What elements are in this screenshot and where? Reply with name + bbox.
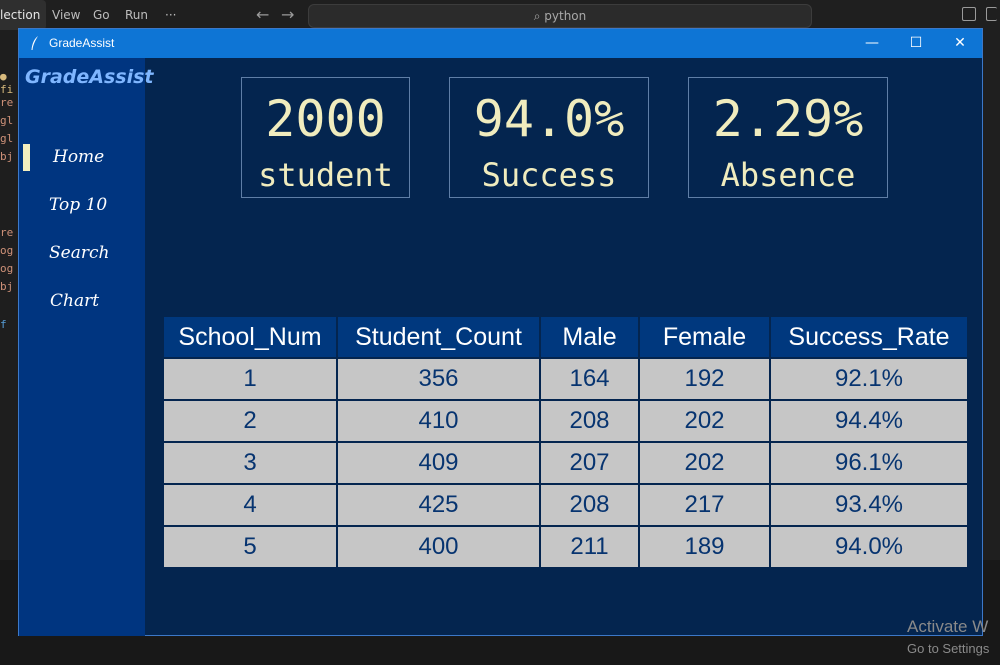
feather-icon [31, 36, 38, 50]
sidebar-item-home[interactable]: Home [19, 140, 145, 174]
column-header[interactable]: Female [638, 315, 771, 359]
table-cell: 94.0% [769, 525, 969, 569]
table-cell: 4 [162, 483, 338, 527]
table-cell: 3 [162, 441, 338, 485]
sidebar-item-chart[interactable]: Chart [19, 284, 145, 318]
table-cell: 2 [162, 399, 338, 443]
menu-selection[interactable]: lection [0, 0, 47, 30]
sidebar-item-label: Search [49, 243, 110, 263]
table-cell: 400 [336, 525, 541, 569]
table-cell: 208 [539, 399, 640, 443]
table-row[interactable]: 5 400 211 189 94.0% [162, 525, 969, 569]
stat-label: Absence [720, 156, 856, 194]
forward-arrow-icon[interactable]: → [281, 5, 295, 24]
command-search-box[interactable]: ⌕ python [308, 4, 812, 28]
stat-value: 2000 [265, 90, 386, 148]
window-title-bar[interactable]: GradeAssist — ☐ ✕ [19, 29, 982, 58]
stat-card-students: 2000 student [241, 77, 410, 198]
table-cell: 92.1% [769, 357, 969, 401]
windows-activation-watermark: Activate W [907, 617, 989, 636]
close-button[interactable]: ✕ [954, 35, 966, 51]
sidebar: GradeAssist Home Top 10 Search Chart [19, 58, 154, 636]
table-header-row: School_Num Student_Count Male Female Suc… [162, 315, 969, 359]
layout-panel-icon[interactable] [986, 7, 997, 21]
menu-run[interactable]: Run [125, 8, 149, 22]
table-cell: 409 [336, 441, 541, 485]
stat-value: 2.29% [712, 90, 864, 148]
table-cell: 425 [336, 483, 541, 527]
search-icon: ⌕ [533, 9, 541, 23]
stat-card-absence: 2.29% Absence [688, 77, 888, 198]
menu-view[interactable]: View [52, 8, 81, 22]
sidebar-item-search[interactable]: Search [19, 236, 145, 270]
table-cell: 356 [336, 357, 541, 401]
table-cell: 208 [539, 483, 640, 527]
column-header[interactable]: Male [539, 315, 640, 359]
table-cell: 211 [539, 525, 640, 569]
table-cell: 96.1% [769, 441, 969, 485]
table-cell: 93.4% [769, 483, 969, 527]
table-cell: 5 [162, 525, 338, 569]
back-arrow-icon[interactable]: ← [256, 5, 270, 24]
table-cell: 192 [638, 357, 771, 401]
table-cell: 189 [638, 525, 771, 569]
window-title: GradeAssist [49, 36, 115, 50]
table-row[interactable]: 2 410 208 202 94.4% [162, 399, 969, 443]
table-cell: 164 [539, 357, 640, 401]
column-header[interactable]: Student_Count [336, 315, 541, 359]
menu-go[interactable]: Go [93, 8, 110, 22]
schools-table: School_Num Student_Count Male Female Suc… [162, 315, 969, 569]
table-cell: 217 [638, 483, 771, 527]
sidebar-item-label: Home [53, 147, 105, 167]
table-cell: 207 [539, 441, 640, 485]
table-cell: 410 [336, 399, 541, 443]
menu-more[interactable]: ··· [165, 8, 177, 22]
table-row[interactable]: 3 409 207 202 96.1% [162, 441, 969, 485]
layout-sidebar-icon[interactable] [962, 7, 976, 21]
table-row[interactable]: 1 356 164 192 92.1% [162, 357, 969, 401]
column-header[interactable]: School_Num [162, 315, 338, 359]
search-text: python [544, 9, 587, 23]
minimize-button[interactable]: — [865, 35, 879, 51]
stat-label: Success [481, 156, 617, 194]
stat-card-success: 94.0% Success [449, 77, 649, 198]
sidebar-item-top10[interactable]: Top 10 [19, 188, 145, 222]
active-indicator [23, 144, 30, 171]
sidebar-item-label: Chart [50, 291, 100, 311]
brand-title: GradeAssist [25, 66, 154, 88]
table-cell: 1 [162, 357, 338, 401]
table-cell: 202 [638, 399, 771, 443]
editor-background: ● fi re gl gl bj re og og bj f [0, 30, 18, 570]
gradeassist-window: GradeAssist — ☐ ✕ GradeAssist Home Top 1… [18, 28, 983, 636]
table-cell: 94.4% [769, 399, 969, 443]
editor-title-bar: lection View Go Run ··· ← → ⌕ python [0, 0, 1000, 30]
sidebar-item-label: Top 10 [49, 195, 108, 215]
stat-label: student [258, 156, 393, 194]
maximize-button[interactable]: ☐ [909, 35, 923, 51]
column-header[interactable]: Success_Rate [769, 315, 969, 359]
windows-activation-subtext: Go to Settings [907, 641, 990, 656]
stat-value: 94.0% [473, 90, 625, 148]
table-row[interactable]: 4 425 208 217 93.4% [162, 483, 969, 527]
table-cell: 202 [638, 441, 771, 485]
